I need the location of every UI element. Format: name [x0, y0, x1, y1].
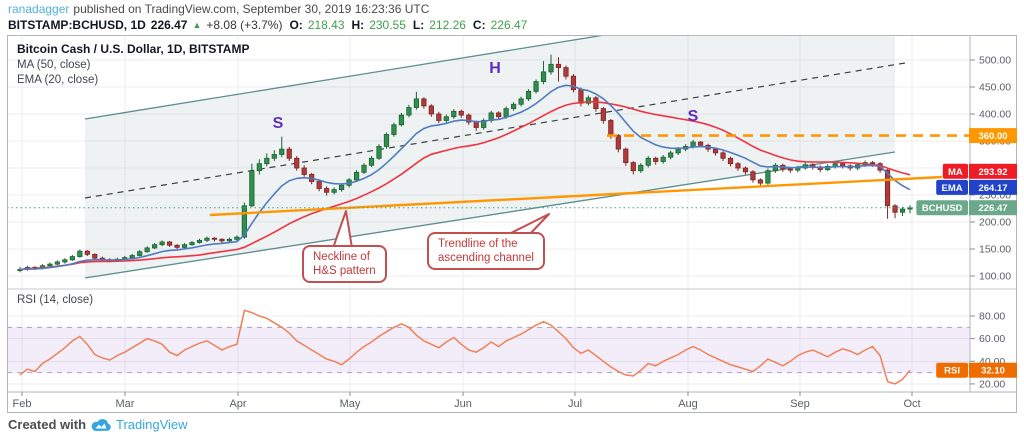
high-value: 230.55	[369, 18, 406, 32]
ticker-change: +8.08 (+3.7%)	[206, 18, 283, 32]
chart-area[interactable]: 500.00450.00400.00350.00300.00250.00200.…	[7, 35, 1017, 413]
svg-text:226.47: 226.47	[978, 203, 1007, 214]
month-label: Jul	[568, 398, 582, 410]
publish-line: ranadagger published on TradingView.com, …	[8, 2, 1008, 16]
price-tick-label: 500.00	[979, 55, 1011, 67]
created-with-text: Created with	[8, 417, 87, 432]
published-text: published on TradingView.com, September …	[73, 2, 430, 16]
head-label: H	[489, 60, 501, 77]
price-tick-label: 400.00	[979, 109, 1011, 121]
svg-text:360.00: 360.00	[978, 131, 1007, 142]
author-link[interactable]: ranadagger	[8, 2, 70, 16]
svg-text:BCHUSD: BCHUSD	[922, 203, 963, 214]
month-label: Aug	[678, 398, 698, 410]
ticker-last-price: 226.47	[150, 18, 188, 32]
price-tick-label: 450.00	[979, 82, 1011, 94]
ticker-line: BITSTAMP:BCHUSD, 1D 226.47 ▲ +8.08 (+3.7…	[8, 18, 1008, 32]
svg-text:32.10: 32.10	[981, 366, 1005, 377]
up-triangle-icon: ▲	[192, 20, 202, 30]
tradingview-logo-icon	[91, 418, 111, 432]
month-label: Jun	[454, 398, 472, 410]
svg-text:EMA: EMA	[942, 183, 963, 194]
month-label: Oct	[903, 398, 920, 410]
trendline-callout-line2: ascending channel	[438, 252, 534, 264]
price-chart-canvas[interactable]: 500.00450.00400.00350.00300.00250.00200.…	[7, 35, 1017, 413]
time-axis[interactable]: Feb Mar Apr May Jun Jul Aug Sep Oct	[13, 392, 921, 410]
month-label: Sep	[790, 398, 810, 410]
open-label: O:	[289, 18, 303, 32]
trendline-callout-line1: Trendline of the	[438, 238, 518, 250]
level-axis-badge: 360.00	[969, 128, 1017, 144]
rsi-axis-badge: RSI 32.10	[936, 362, 1017, 378]
rsi-tick-label: 60.00	[979, 333, 1005, 345]
svg-text:293.92: 293.92	[978, 167, 1007, 178]
price-tick-label: 100.00	[979, 271, 1011, 283]
neckline-callout-line1: Neckline of	[313, 251, 370, 263]
close-value: 226.47	[490, 18, 528, 32]
tradingview-brand-link[interactable]: TradingView	[116, 417, 188, 432]
price-tick-label: 200.00	[979, 217, 1011, 229]
price-axis[interactable]: 500.00450.00400.00350.00300.00250.00200.…	[970, 55, 1011, 391]
svg-text:264.17: 264.17	[978, 183, 1007, 194]
right-shoulder-label: S	[687, 108, 699, 125]
neckline-callout: Neckline of H&S pattern	[302, 245, 387, 283]
month-label: Mar	[116, 398, 135, 410]
month-label: Feb	[13, 398, 32, 410]
svg-text:RSI: RSI	[944, 366, 960, 377]
chart-header: ranadagger published on TradingView.com, …	[8, 2, 1008, 32]
rsi-legend: RSI (14, close)	[17, 294, 94, 306]
price-tick-label: 150.00	[979, 244, 1011, 256]
MA-axis-badge: MA 293.92	[942, 163, 1017, 179]
month-label: Apr	[229, 398, 246, 410]
close-label: C:	[472, 18, 486, 32]
EMA-axis-badge: EMA 264.17	[936, 179, 1017, 195]
footer: Created with TradingView	[8, 417, 188, 432]
trendline-callout: Trendline of the ascending channel	[427, 232, 545, 270]
svg-text:MA: MA	[948, 167, 963, 178]
high-label: H:	[351, 18, 365, 32]
rsi-tick-label: 80.00	[979, 311, 1005, 323]
low-label: L:	[412, 18, 425, 32]
low-value: 212.26	[429, 18, 466, 32]
BCHUSD-axis-badge: BCHUSD 226.47	[916, 200, 1017, 216]
open-value: 218.43	[307, 18, 345, 32]
neckline-callout-line2: H&S pattern	[313, 265, 376, 277]
left-shoulder-label: S	[272, 115, 284, 132]
rsi-tick-label: 20.00	[979, 378, 1005, 390]
ticker-symbol: BITSTAMP:BCHUSD, 1D	[8, 18, 146, 32]
month-label: May	[340, 398, 361, 410]
